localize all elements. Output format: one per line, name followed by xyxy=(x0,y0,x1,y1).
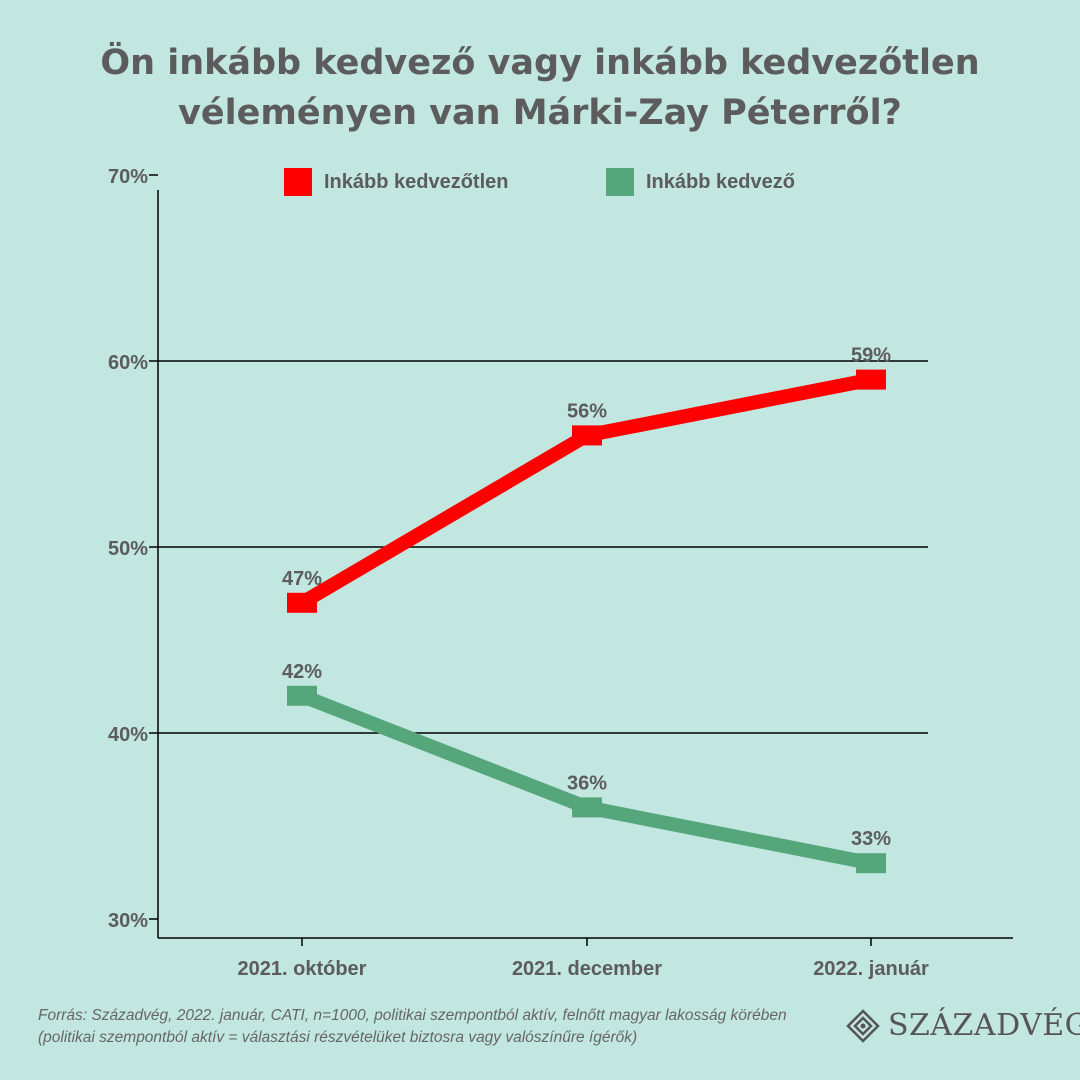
series-0-data-label-1: 56% xyxy=(567,400,607,422)
x-tick-label-0: 2021. október xyxy=(238,958,367,980)
y-tick-label-50: 50% xyxy=(108,538,148,560)
series-0-data-label-0: 47% xyxy=(282,568,322,590)
legend-label-favorable: Inkább kedvező xyxy=(646,170,795,193)
logo: SZÁZADVÉG xyxy=(846,1008,1080,1043)
source-note: Forrás: Századvég, 2022. január, CATI, n… xyxy=(38,1005,838,1049)
y-tick-label-60: 60% xyxy=(108,352,148,374)
source-line-1: Forrás: Századvég, 2022. január, CATI, n… xyxy=(38,1007,787,1024)
series-0-data-label-2: 59% xyxy=(851,345,891,367)
chart-title-line-1: Ön inkább kedvező vagy inkább kedvezőtle… xyxy=(100,43,980,83)
series-0-marker-0 xyxy=(287,592,317,613)
legend-item-unfavorable: Inkább kedvezőtlen xyxy=(284,168,509,196)
diamond-knot-icon xyxy=(846,1008,880,1043)
logo-text: SZÁZADVÉG xyxy=(888,1008,1080,1043)
chart-title: Ön inkább kedvező vagy inkább kedvezőtle… xyxy=(40,38,1040,138)
series-1-data-label-2: 33% xyxy=(851,828,891,850)
series-1-marker-1 xyxy=(572,797,602,818)
x-tick-label-2: 2022. január xyxy=(813,958,929,980)
series-0-marker-1 xyxy=(572,425,602,446)
y-tick-label-70: 70% xyxy=(108,166,148,188)
x-tick-label-1: 2021. december xyxy=(512,958,662,980)
y-tick-label-30: 30% xyxy=(108,910,148,932)
series-1-marker-0 xyxy=(287,685,317,706)
y-tick-label-40: 40% xyxy=(108,724,148,746)
legend-swatch-unfavorable xyxy=(284,168,312,196)
series-1-marker-2 xyxy=(856,853,886,874)
chart-title-line-2: véleményen van Márki-Zay Péterről? xyxy=(178,93,902,133)
legend-swatch-favorable xyxy=(606,168,634,196)
legend-item-favorable: Inkább kedvező xyxy=(606,168,795,196)
legend-label-unfavorable: Inkább kedvezőtlen xyxy=(324,170,509,193)
series-1-data-label-0: 42% xyxy=(282,661,322,683)
series-1-data-label-1: 36% xyxy=(567,772,607,794)
series-0-marker-2 xyxy=(856,369,886,390)
line-chart: 30% 40% 50% 60% 70% 2021. október 2021. decemb… xyxy=(108,166,1013,980)
source-line-2: (politikai szempontból aktív = választás… xyxy=(38,1029,638,1046)
